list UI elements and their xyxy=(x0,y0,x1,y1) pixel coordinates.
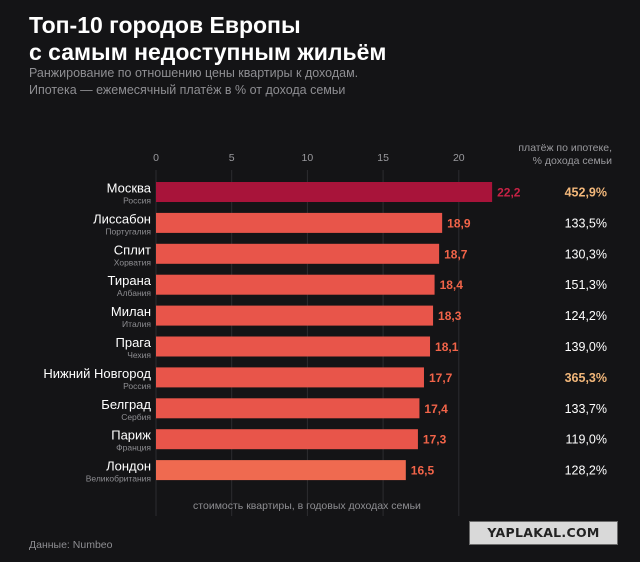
watermark-logo: YAPLAKAL.COM xyxy=(469,521,618,545)
chart-title-line-1: Топ-10 городов Европы xyxy=(29,12,301,38)
mortgage-value-2: 130,3% xyxy=(565,247,607,261)
bar-value-label-8: 17,3 xyxy=(423,433,447,447)
city-label-5: Прага xyxy=(116,335,152,350)
mortgage-value-9: 128,2% xyxy=(565,464,607,478)
mortgage-value-1: 133,5% xyxy=(565,216,607,230)
city-label-4: Милан xyxy=(111,304,151,319)
country-label-2: Хорватия xyxy=(114,257,152,267)
bar-9 xyxy=(156,460,406,481)
x-tick-label-0: 0 xyxy=(153,152,159,164)
mortgage-column-header: платёж по ипотеке, % дохода семьи xyxy=(470,142,612,168)
country-label-1: Португалия xyxy=(105,226,151,236)
chart-subtitle: Ранжирование по отношению цены квартиры … xyxy=(29,65,589,99)
bar-5 xyxy=(156,336,431,357)
bar-value-label-9: 16,5 xyxy=(411,464,435,478)
city-label-2: Сплит xyxy=(114,242,151,257)
bar-7 xyxy=(156,398,420,419)
x-axis-label: стоимость квартиры, в годовых доходах се… xyxy=(193,500,421,512)
chart-subtitle-line-2: Ипотека — ежемесячный платёж в % от дохо… xyxy=(29,83,346,97)
bar-2 xyxy=(156,243,440,264)
chart-title: Топ-10 городов Европы с самым недоступны… xyxy=(29,12,589,66)
country-label-5: Чехия xyxy=(127,350,151,360)
bar-1 xyxy=(156,212,443,233)
country-label-0: Россия xyxy=(123,196,151,206)
country-label-7: Сербия xyxy=(121,412,151,422)
data-source-credit: Данные: Numbeo xyxy=(29,539,113,551)
city-label-0: Москва xyxy=(107,181,152,196)
mortgage-value-7: 133,7% xyxy=(565,402,607,416)
bar-value-label-5: 18,1 xyxy=(435,340,459,354)
bar-6 xyxy=(156,367,424,388)
bar-value-label-6: 17,7 xyxy=(429,371,453,385)
bar-value-label-7: 17,4 xyxy=(424,402,448,416)
mortgage-column-header-line-1: платёж по ипотеке, xyxy=(518,142,612,154)
bar-value-label-0: 22,2 xyxy=(497,186,521,200)
country-label-4: Италия xyxy=(122,319,151,329)
x-tick-label-10: 10 xyxy=(302,152,314,164)
bar-value-label-2: 18,7 xyxy=(444,247,468,261)
bar-0 xyxy=(156,182,493,202)
country-label-6: Россия xyxy=(123,381,151,391)
country-label-8: Франция xyxy=(116,443,151,453)
bar-value-label-1: 18,9 xyxy=(447,216,471,230)
mortgage-value-6: 365,3% xyxy=(565,371,607,385)
mortgage-value-0: 452,9% xyxy=(565,186,607,200)
mortgage-column-header-line-2: % дохода семьи xyxy=(532,155,612,167)
mortgage-value-4: 124,2% xyxy=(565,309,607,323)
city-label-1: Лиссабон xyxy=(93,211,151,226)
chart-subtitle-line-1: Ранжирование по отношению цены квартиры … xyxy=(29,66,359,80)
city-label-7: Белград xyxy=(101,397,151,412)
country-label-9: Великобритания xyxy=(86,474,152,484)
city-label-3: Тирана xyxy=(107,273,151,288)
city-label-8: Париж xyxy=(111,428,151,443)
bar-value-label-4: 18,3 xyxy=(438,309,462,323)
bar-4 xyxy=(156,305,434,326)
country-label-3: Албания xyxy=(117,288,151,298)
chart-title-line-2: с самым недоступным жильём xyxy=(29,39,387,65)
mortgage-value-3: 151,3% xyxy=(565,278,607,292)
city-label-6: Нижний Новгород xyxy=(43,366,151,381)
x-tick-label-5: 5 xyxy=(229,152,235,164)
x-tick-label-15: 15 xyxy=(377,152,389,164)
mortgage-value-8: 119,0% xyxy=(566,433,607,447)
x-tick-label-20: 20 xyxy=(453,152,465,164)
bar-8 xyxy=(156,429,418,450)
mortgage-value-5: 139,0% xyxy=(565,340,607,354)
bar-value-label-3: 18,4 xyxy=(440,278,464,292)
bar-3 xyxy=(156,274,435,295)
city-label-9: Лондон xyxy=(106,459,151,474)
